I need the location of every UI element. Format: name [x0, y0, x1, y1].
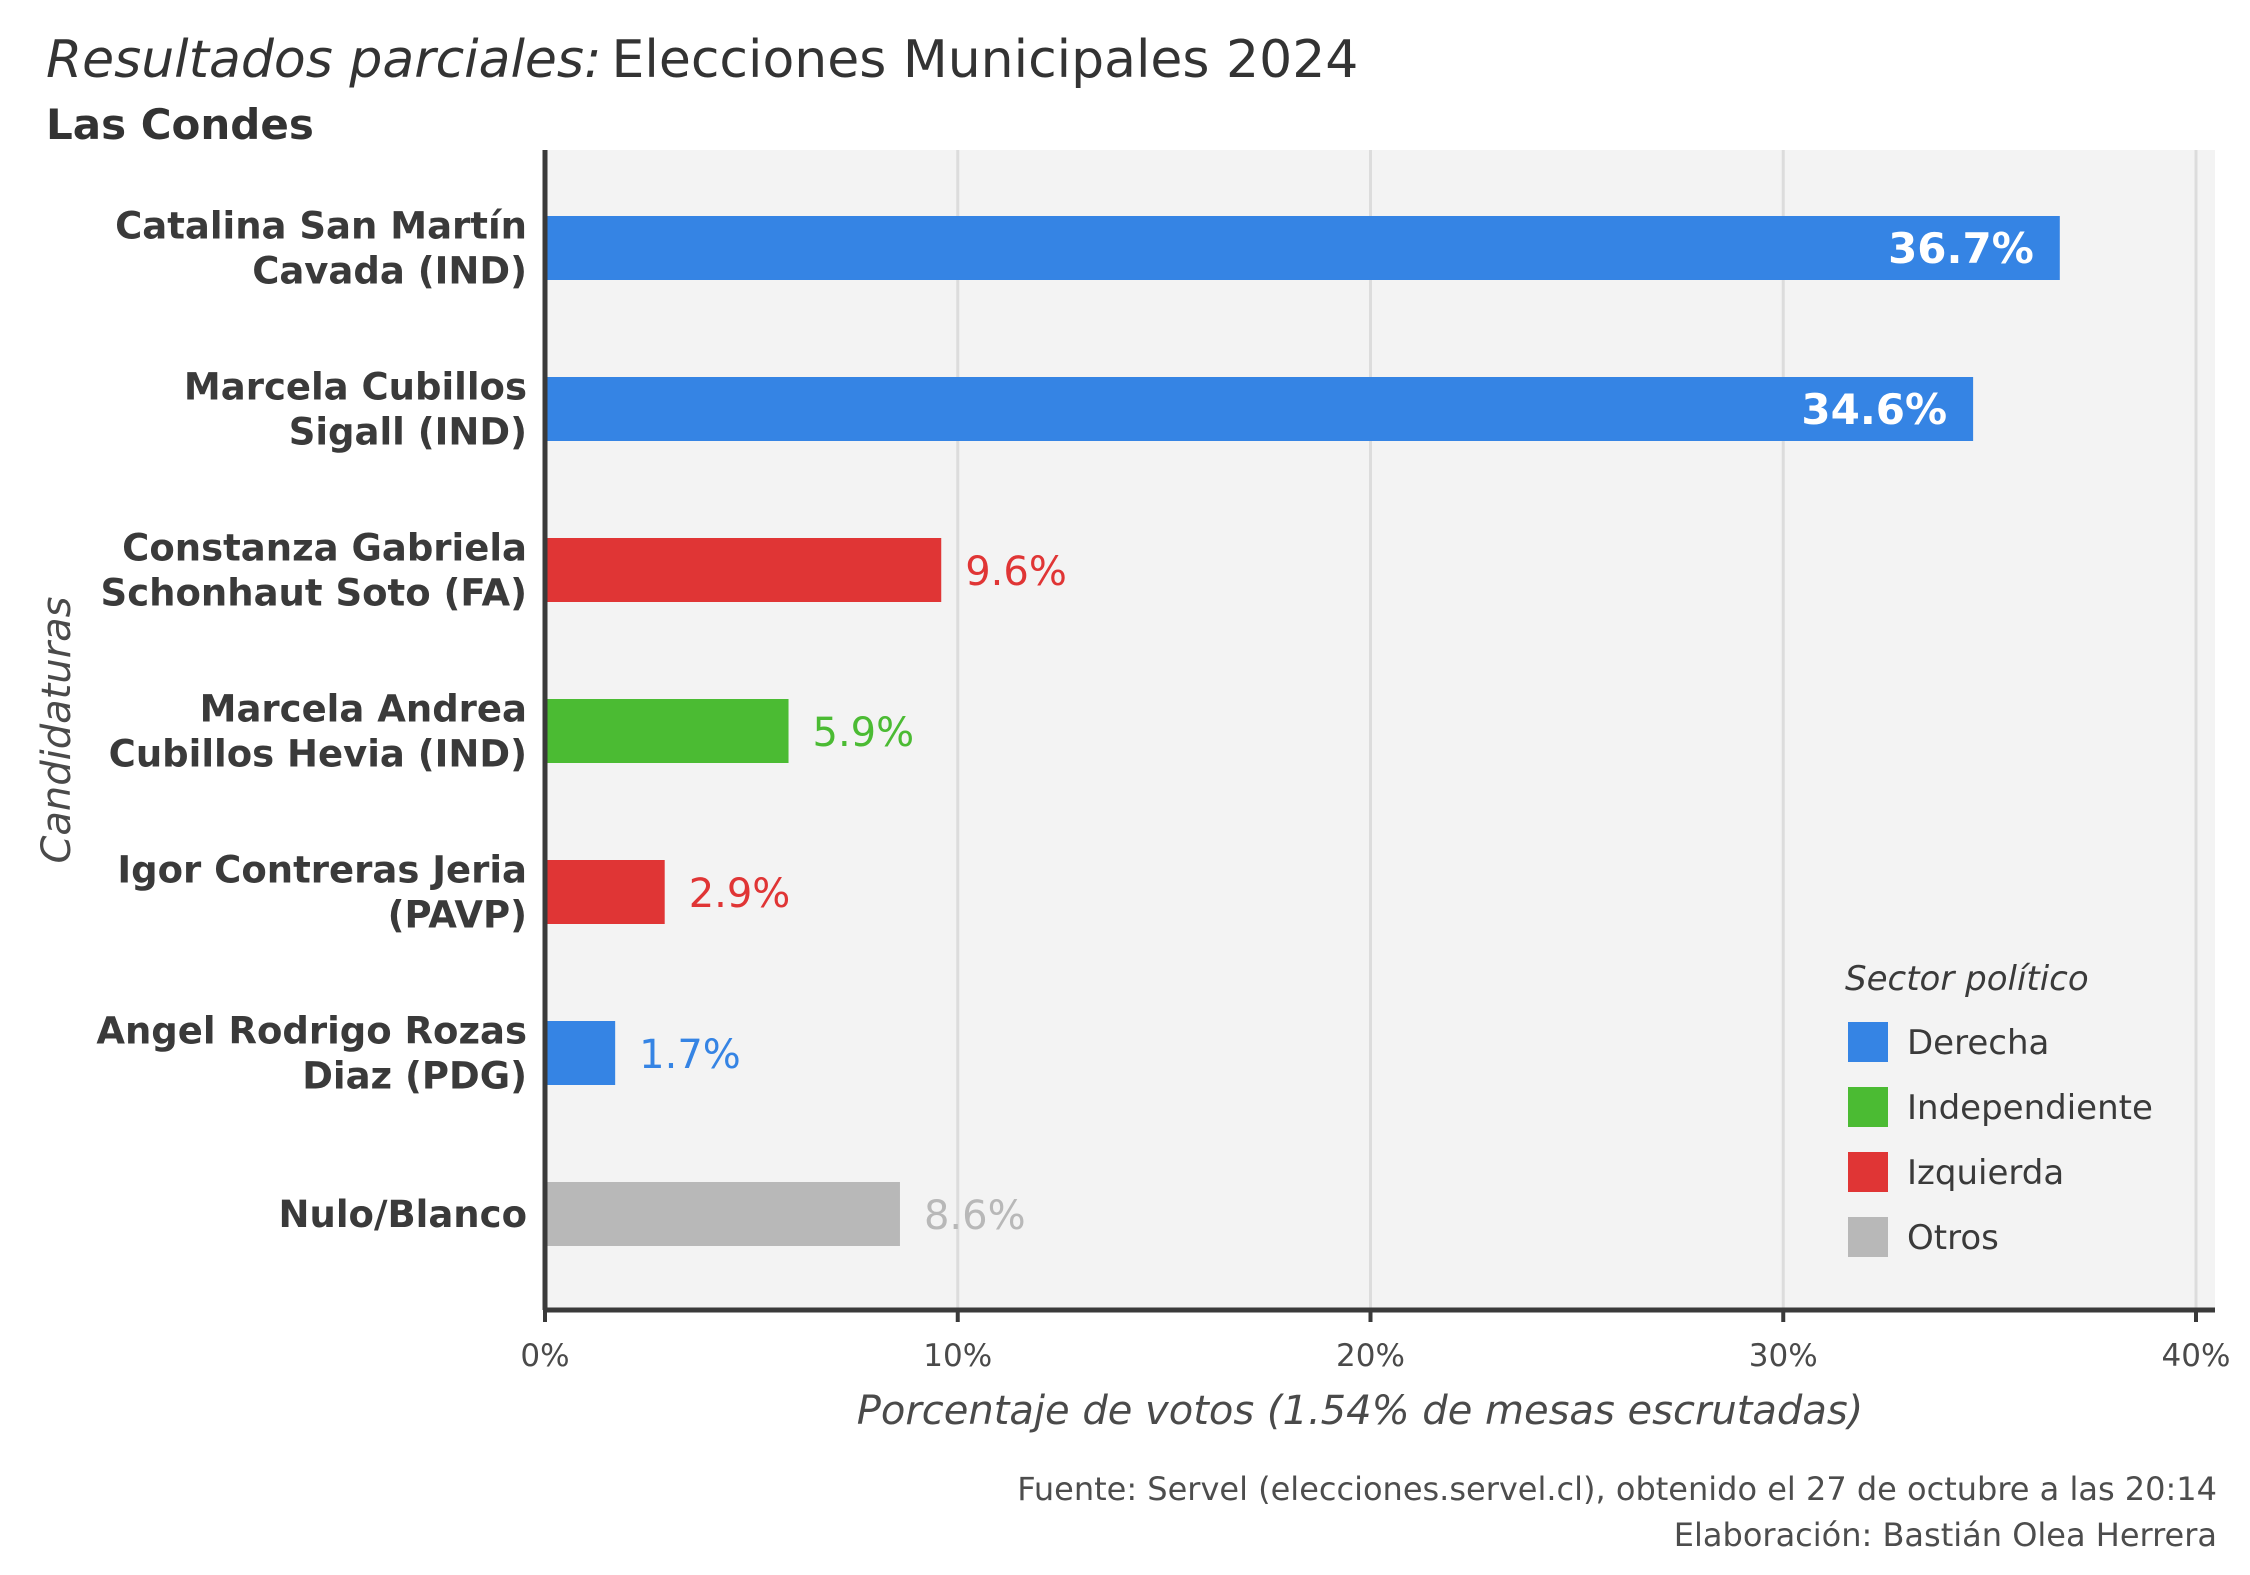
bar-3: [545, 538, 942, 602]
bar-value-label-4: 5.9%: [813, 710, 915, 756]
chart-caption: Fuente: Servel (elecciones.servel.cl), o…: [1017, 1466, 2217, 1558]
category-label-5-line-1: Igor Contreras Jeria: [117, 849, 527, 892]
caption-credit: Elaboración: Bastián Olea Herrera: [1673, 1516, 2217, 1554]
bar-value-label-2: 34.6%: [1801, 385, 1947, 434]
x-tick-label-30: 30%: [1749, 1338, 1818, 1374]
category-label-5-line-2: (PAVP): [388, 894, 527, 937]
bar-value-label-7: 8.6%: [924, 1193, 1026, 1239]
plot-panel: [545, 150, 2215, 1310]
legend-label-derecha: Derecha: [1907, 1023, 2049, 1063]
category-label-4-line-1: Marcela Andrea: [200, 688, 527, 731]
y-axis-title: Candidaturas: [34, 596, 80, 863]
category-label-7-line-1: Nulo/Blanco: [279, 1193, 527, 1236]
legend-label-izquierda: Izquierda: [1907, 1153, 2064, 1193]
bar-5: [545, 860, 665, 924]
category-label-3-line-1: Constanza Gabriela: [122, 527, 527, 570]
bar-value-label-1: 36.7%: [1888, 224, 2034, 273]
legend-label-independiente: Independiente: [1907, 1088, 2153, 1128]
category-label-6-line-1: Angel Rodrigo Rozas: [96, 1010, 527, 1053]
bar-value-label-5: 2.9%: [689, 871, 791, 917]
category-label-2-line-1: Marcela Cubillos: [184, 366, 527, 409]
legend-swatch-otros: [1848, 1217, 1888, 1257]
legend-title: Sector político: [1845, 959, 2089, 999]
category-label-1-line-2: Cavada (IND): [252, 250, 527, 293]
category-label-6-line-2: Diaz (PDG): [302, 1055, 527, 1098]
x-tick-label-10: 10%: [923, 1338, 992, 1374]
x-tick-label-40: 40%: [2162, 1338, 2231, 1374]
legend-label-otros: Otros: [1907, 1218, 1999, 1258]
chart-subtitle: Las Condes: [46, 100, 314, 149]
caption-source: Fuente: Servel (elecciones.servel.cl), o…: [1017, 1470, 2217, 1508]
legend-swatch-izquierda: [1848, 1152, 1888, 1192]
bar-4: [545, 699, 789, 763]
x-axis-title: Porcentaje de votos (1.54% de mesas escr…: [857, 1388, 1864, 1434]
category-label-2-line-2: Sigall (IND): [289, 411, 527, 454]
bar-value-label-3: 9.6%: [965, 549, 1067, 595]
category-label-4-line-2: Cubillos Hevia (IND): [109, 733, 527, 776]
bar-7: [545, 1182, 900, 1246]
category-label-1-line-1: Catalina San Martín: [115, 205, 527, 248]
chart-title: Resultados parciales: Elecciones Municipa…: [46, 30, 1358, 90]
legend-swatch-derecha: [1848, 1022, 1888, 1062]
x-tick-label-0: 0%: [520, 1338, 569, 1374]
bar-6: [545, 1021, 616, 1085]
x-tick-label-20: 20%: [1336, 1338, 1405, 1374]
bar-2: [545, 377, 1974, 441]
bar-value-label-6: 1.7%: [639, 1032, 741, 1078]
legend-swatch-independiente: [1848, 1087, 1888, 1127]
bar-1: [545, 216, 2060, 280]
title-main: Elecciones Municipales 2024: [611, 30, 1359, 90]
category-label-3-line-2: Schonhaut Soto (FA): [101, 572, 527, 615]
title-prefix: Resultados parciales:: [46, 30, 602, 90]
